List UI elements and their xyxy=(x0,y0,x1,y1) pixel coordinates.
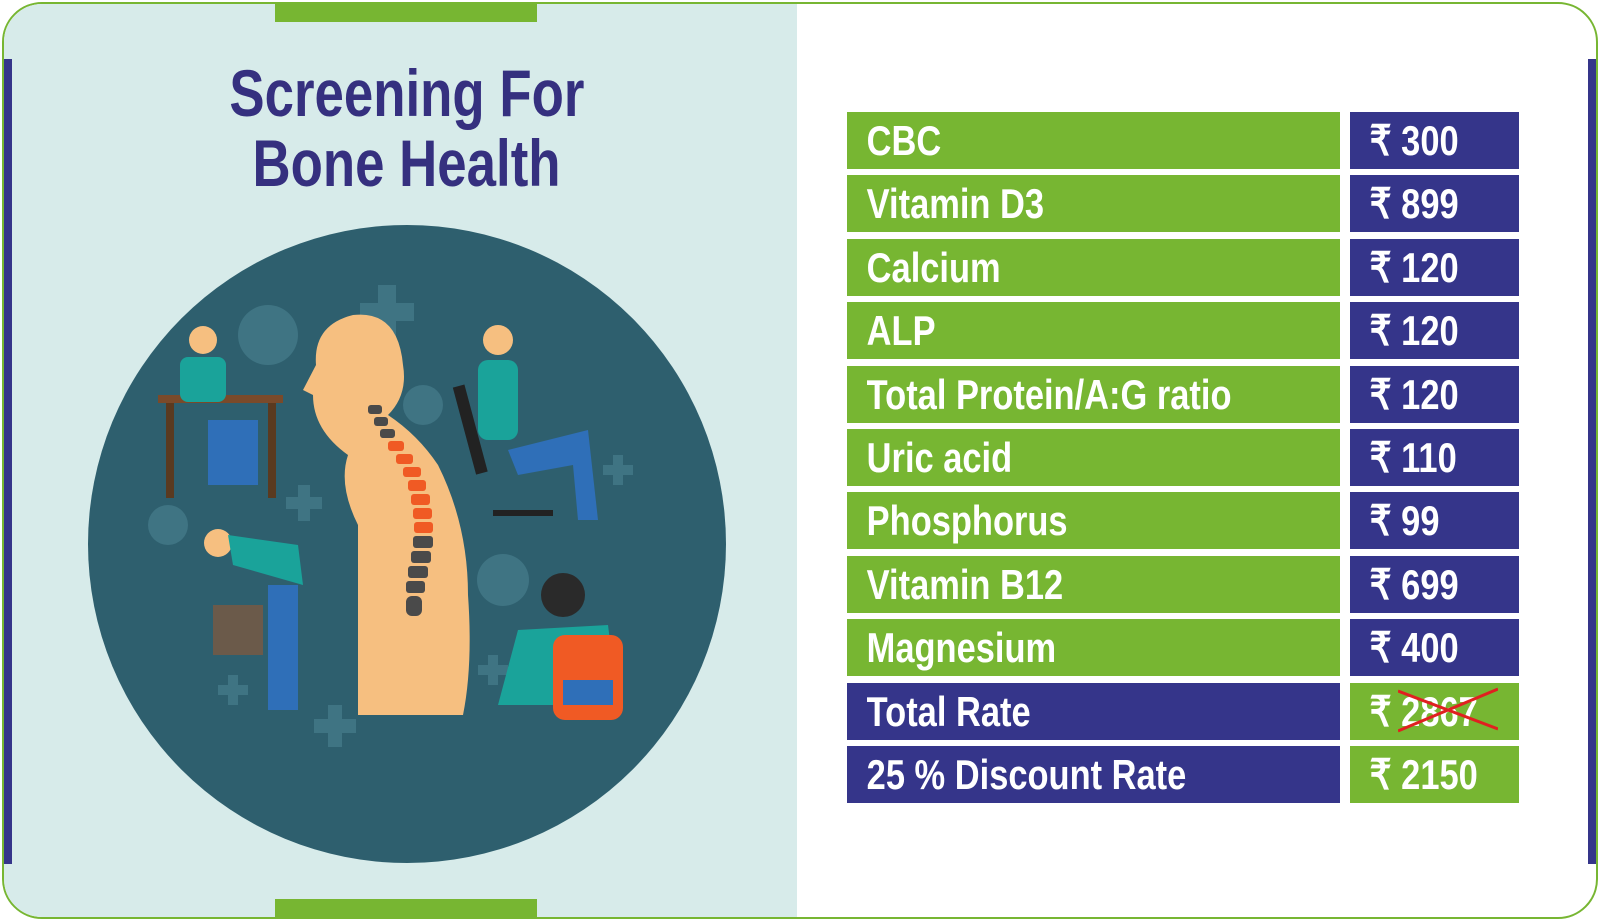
test-name: Total Rate xyxy=(866,687,1031,735)
price-value: ₹ 300 xyxy=(1369,117,1459,164)
price-cell: ₹ 99 xyxy=(1350,492,1519,550)
test-name: Calcium xyxy=(866,243,1001,291)
table-row: Calcium ₹ 120 xyxy=(847,238,1522,296)
price-cell: ₹ 110 xyxy=(1350,429,1519,486)
strikethrough-cross-icon xyxy=(1398,687,1498,732)
total-rate-row: Total Rate ₹ 2867 xyxy=(847,682,1522,740)
bottom-tab-decoration xyxy=(275,899,537,917)
table-row: Vitamin B12 ₹ 699 xyxy=(847,555,1522,613)
table-row: CBC ₹ 300 xyxy=(847,112,1522,169)
table-row: Vitamin D3 ₹ 899 xyxy=(847,175,1522,233)
price-cell: ₹ 120 xyxy=(1350,238,1519,296)
spine-illustration xyxy=(148,285,633,747)
price-cell: ₹ 400 xyxy=(1350,619,1519,677)
discount-rate-row: 25 % Discount Rate ₹ 2150 xyxy=(847,746,1522,803)
test-name-cell: ALP xyxy=(847,302,1340,360)
test-name: Phosphorus xyxy=(866,497,1068,545)
test-name-cell: Magnesium xyxy=(847,619,1340,677)
right-edge-bar xyxy=(1588,59,1596,864)
medical-cross-icons xyxy=(148,285,633,747)
price-value: ₹ 110 xyxy=(1369,434,1457,481)
test-name-cell: CBC xyxy=(847,112,1340,169)
test-name: Vitamin D3 xyxy=(866,180,1045,228)
test-name: CBC xyxy=(866,117,942,164)
price-cell: ₹ 300 xyxy=(1350,112,1519,169)
table-row: Phosphorus ₹ 99 xyxy=(847,492,1522,550)
price-value: ₹ 400 xyxy=(1369,624,1459,672)
bending-person xyxy=(204,529,303,710)
price-cell: ₹ 699 xyxy=(1350,555,1519,613)
human-figure xyxy=(303,314,470,715)
test-name-cell: Vitamin D3 xyxy=(847,175,1340,233)
test-name-cell: Total Rate xyxy=(847,682,1340,740)
table-row: ALP ₹ 120 xyxy=(847,302,1522,360)
price-cell: ₹ 899 xyxy=(1350,175,1519,233)
page-title: Screening For Bone Health xyxy=(104,58,710,198)
test-name-cell: Phosphorus xyxy=(847,492,1340,550)
backpack-person xyxy=(498,573,623,720)
price-cell: ₹ 120 xyxy=(1350,302,1519,360)
table-row: Uric acid ₹ 110 xyxy=(847,429,1522,486)
sitting-person-desk xyxy=(158,326,283,498)
price-cell: ₹ 120 xyxy=(1350,365,1519,423)
test-name: Magnesium xyxy=(866,624,1057,672)
test-name-cell: Total Protein/A:G ratio xyxy=(847,365,1340,423)
test-name-cell: Calcium xyxy=(847,238,1340,296)
test-name: Total Protein/A:G ratio xyxy=(866,370,1232,418)
spine-vertebrae xyxy=(368,405,433,616)
test-name-cell: 25 % Discount Rate xyxy=(847,746,1340,803)
illustration-circle xyxy=(88,225,726,863)
price-cell: ₹ 2867 xyxy=(1350,682,1519,740)
price-value: ₹ 699 xyxy=(1369,560,1459,608)
test-name-cell: Uric acid xyxy=(847,429,1340,486)
price-cell: ₹ 2150 xyxy=(1350,746,1519,803)
chair-person xyxy=(452,325,598,520)
top-tab-decoration xyxy=(275,4,537,22)
test-name: Vitamin B12 xyxy=(866,560,1064,608)
test-name-cell: Vitamin B12 xyxy=(847,555,1340,613)
test-name: ALP xyxy=(866,307,936,355)
price-value: ₹ 120 xyxy=(1369,370,1459,418)
table-row: Magnesium ₹ 400 xyxy=(847,619,1522,677)
price-value: ₹ 120 xyxy=(1369,243,1459,291)
test-name: Uric acid xyxy=(866,434,1013,481)
price-value: ₹ 2150 xyxy=(1369,751,1478,798)
test-name: 25 % Discount Rate xyxy=(866,751,1187,798)
title-line-2: Bone Health xyxy=(252,126,562,200)
table-row: Total Protein/A:G ratio ₹ 120 xyxy=(847,365,1522,423)
left-edge-bar xyxy=(4,59,12,864)
price-value: ₹ 899 xyxy=(1369,180,1459,228)
price-value: ₹ 2867 xyxy=(1369,687,1478,735)
price-value: ₹ 99 xyxy=(1369,497,1440,545)
title-line-1: Screening For xyxy=(229,56,585,130)
price-value: ₹ 120 xyxy=(1369,307,1459,355)
